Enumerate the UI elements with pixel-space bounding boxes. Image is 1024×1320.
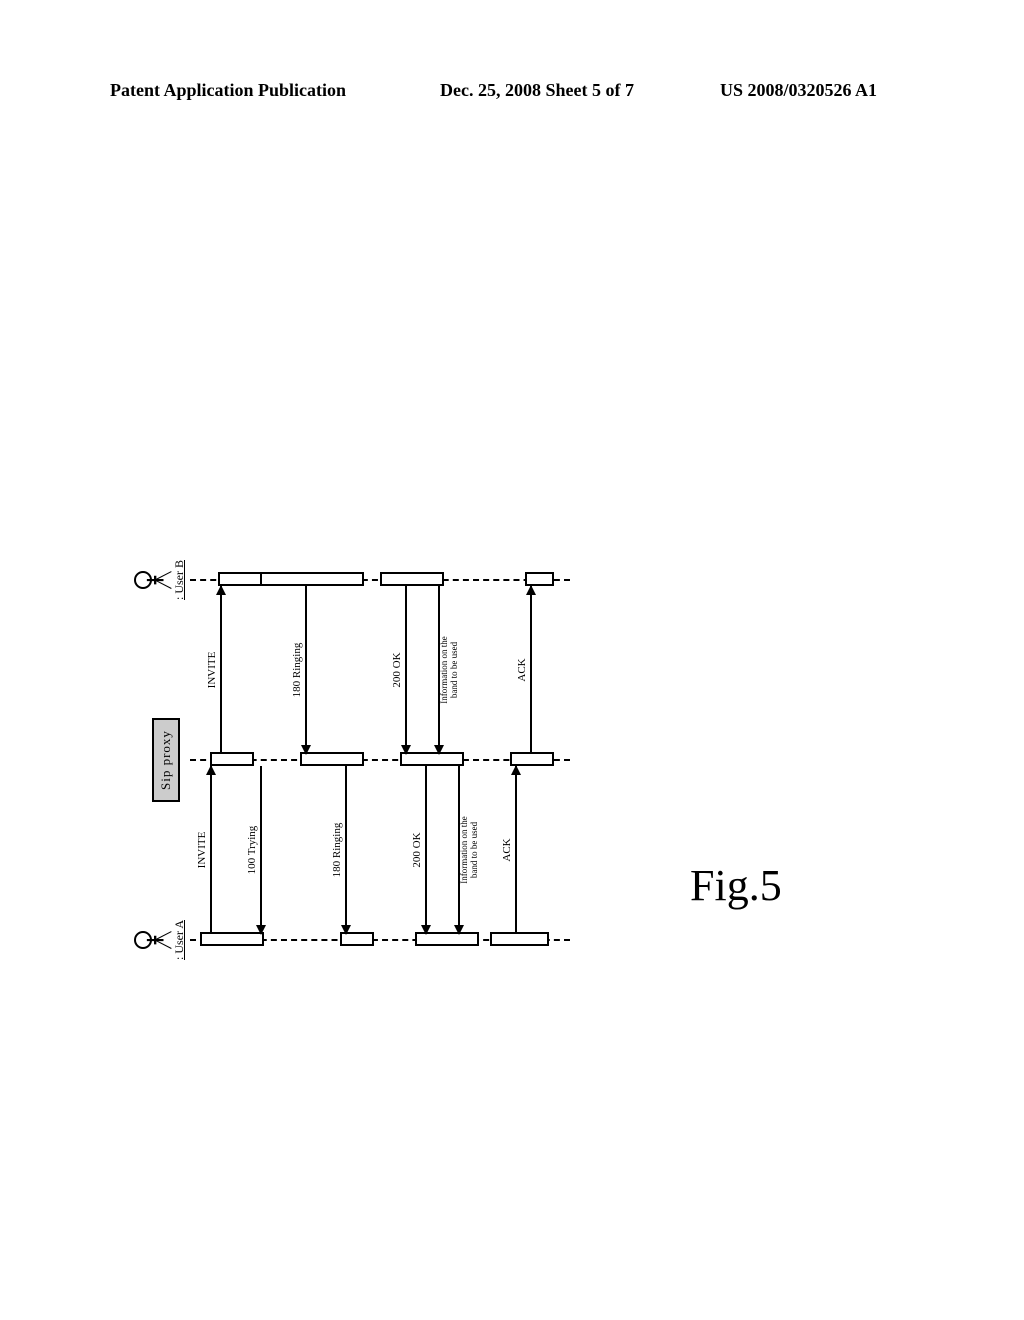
activation-box	[490, 932, 549, 946]
message-label: 180 Ringing	[331, 780, 343, 920]
message-arrow	[405, 586, 407, 754]
message-label: Information on theband to be used	[460, 780, 480, 920]
header-right: US 2008/0320526 A1	[720, 80, 877, 101]
actor-label-proxy: Sip proxy	[158, 730, 173, 790]
activation-box	[210, 752, 254, 766]
activation-box	[260, 572, 364, 586]
message-arrow	[220, 586, 222, 754]
message-arrow	[515, 766, 517, 934]
message-arrow	[305, 586, 307, 754]
message-label: 200 OK	[411, 780, 423, 920]
message-label: 100 Trying	[246, 780, 258, 920]
header-center: Dec. 25, 2008 Sheet 5 of 7	[440, 80, 634, 101]
message-label: 180 Ringing	[291, 600, 303, 740]
sequence-diagram: ╋╱╲ : User A Sip proxy ╋╱╲ : User B INVI…	[190, 540, 570, 980]
message-arrow	[530, 586, 532, 754]
stickfigure-body-icon: ╋╱╲	[153, 550, 170, 610]
actor-user-b: ╋╱╲ : User B	[134, 550, 187, 610]
message-label: INVITE	[196, 780, 208, 920]
message-label: ACK	[516, 600, 528, 740]
message-arrow	[210, 766, 212, 934]
message-label: 200 OK	[391, 600, 403, 740]
actor-label-user-b: : User B	[172, 550, 187, 610]
message-label: Information on theband to be used	[440, 600, 460, 740]
header-left: Patent Application Publication	[110, 80, 346, 101]
actor-label-user-a: : User A	[172, 910, 187, 970]
message-label: INVITE	[206, 600, 218, 740]
stickfigure-body-icon: ╋╱╲	[153, 910, 170, 970]
figure-5: Fig.5 ╋╱╲ : User A Sip proxy ╋╱╲ : User …	[140, 520, 880, 1000]
activation-box	[510, 752, 554, 766]
activation-box	[200, 932, 264, 946]
message-label: ACK	[501, 780, 513, 920]
message-arrow	[345, 766, 347, 934]
message-arrow	[425, 766, 427, 934]
message-arrow	[260, 766, 262, 934]
figure-label: Fig.5	[690, 860, 782, 911]
activation-box	[525, 572, 554, 586]
actor-user-a: ╋╱╲ : User A	[134, 910, 187, 970]
activation-box	[380, 572, 444, 586]
actor-sip-proxy: Sip proxy	[152, 718, 180, 802]
activation-box	[218, 572, 262, 586]
